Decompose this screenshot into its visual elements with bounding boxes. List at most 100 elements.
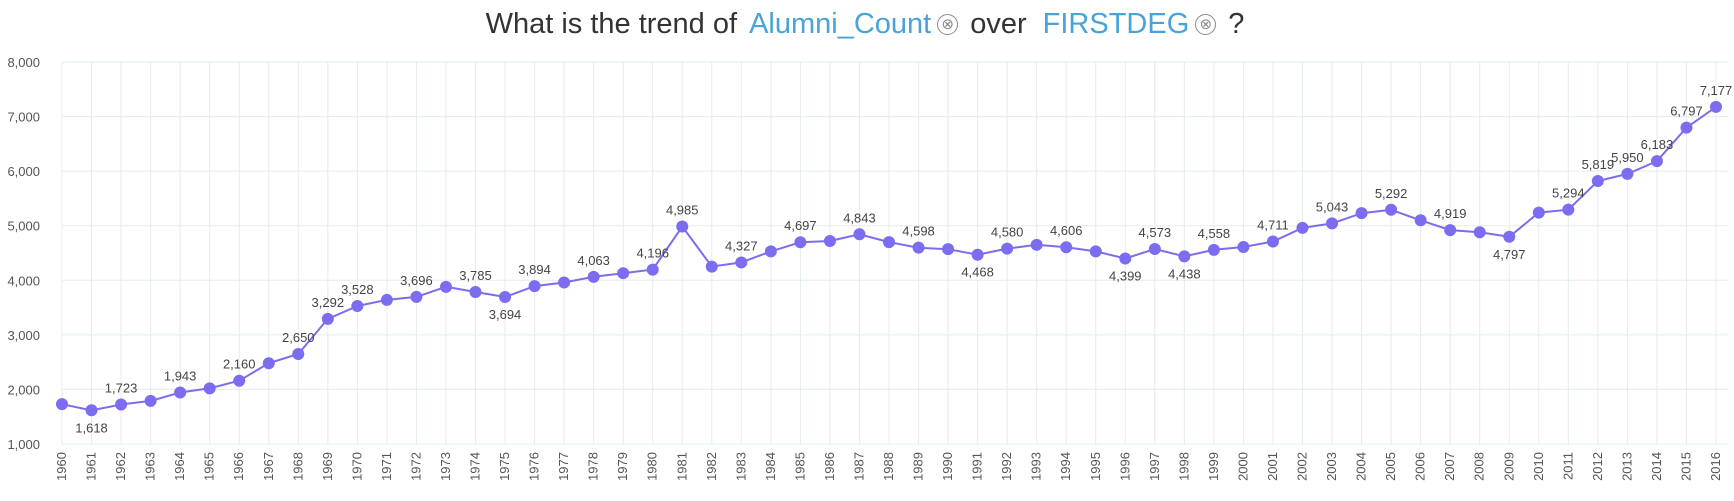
data-point [1148, 243, 1161, 256]
data-label: 4,985 [666, 203, 699, 218]
y-tick-label: 2,000 [7, 382, 40, 397]
x-tick-label: 1997 [1147, 452, 1162, 481]
x-tick-label: 1978 [586, 452, 601, 481]
data-label: 4,399 [1109, 269, 1142, 284]
x-tick-label: 1982 [704, 452, 719, 481]
data-point [1030, 238, 1043, 251]
x-tick-label: 1972 [408, 452, 423, 481]
data-label: 4,063 [577, 253, 610, 268]
data-point [676, 220, 689, 233]
x-tick-label: 1964 [172, 452, 187, 481]
x-tick-label: 1984 [763, 452, 778, 481]
x-tick-label: 1971 [379, 452, 394, 481]
data-point [587, 270, 600, 283]
data-point [1414, 214, 1427, 227]
x-tick-label: 2011 [1560, 452, 1575, 480]
x-tick-label: 2015 [1678, 452, 1693, 481]
x-tick-label: 2005 [1383, 452, 1398, 481]
data-label: 5,819 [1582, 157, 1615, 172]
data-point [1296, 221, 1309, 234]
x-tick-label: 1981 [674, 452, 689, 481]
x-tick-label: 1986 [822, 452, 837, 481]
y-tick-label: 6,000 [7, 164, 40, 179]
x-tick-label: 1990 [940, 452, 955, 481]
x-tick-label: 1974 [468, 452, 483, 481]
x-tick-label: 1996 [1117, 452, 1132, 481]
x-tick-label: 2002 [1295, 452, 1310, 481]
data-point [764, 245, 777, 258]
x-tick-label: 2009 [1501, 452, 1516, 481]
data-label: 4,697 [784, 218, 817, 233]
data-point [174, 386, 187, 399]
query-suffix: ? [1228, 7, 1245, 40]
x-tick-label: 1973 [438, 452, 453, 481]
data-point [351, 300, 364, 313]
x-tick-label: 1987 [851, 452, 866, 481]
data-point [823, 234, 836, 247]
x-tick-label: 1979 [615, 452, 630, 481]
data-label: 3,696 [400, 273, 433, 288]
data-point [1385, 203, 1398, 216]
data-label: 3,528 [341, 282, 374, 297]
data-label: 2,160 [223, 357, 256, 372]
x-tick-label: 1962 [113, 452, 128, 481]
y-tick-label: 7,000 [7, 110, 40, 125]
data-label: 4,558 [1198, 226, 1231, 241]
data-label: 2,650 [282, 330, 315, 345]
y-tick-label: 8,000 [7, 55, 40, 70]
data-point [853, 228, 866, 241]
data-label: 6,183 [1641, 137, 1674, 152]
x-tick-label: 2008 [1472, 452, 1487, 481]
data-point [558, 276, 571, 289]
query-connector: over [970, 7, 1027, 40]
dimension-token[interactable]: FIRSTDEG [1042, 7, 1190, 40]
x-tick-label: 1966 [231, 452, 246, 481]
remove-dimension-icon[interactable]: ⊗ [1195, 13, 1217, 35]
remove-measure-icon[interactable]: ⊗ [937, 13, 959, 35]
data-point [646, 263, 659, 276]
x-tick-label: 2001 [1265, 452, 1280, 481]
data-point [1178, 250, 1191, 263]
y-tick-label: 5,000 [7, 219, 40, 234]
data-point [735, 256, 748, 269]
data-point [1710, 100, 1722, 113]
data-point [1326, 217, 1339, 230]
data-point [1532, 206, 1545, 219]
data-label: 3,694 [489, 307, 522, 322]
data-label: 4,606 [1050, 223, 1083, 238]
x-tick-label: 2010 [1531, 452, 1546, 481]
x-tick-label: 1992 [999, 452, 1014, 481]
data-point [292, 347, 305, 360]
x-tick-label: 1988 [881, 452, 896, 481]
x-tick-label: 2007 [1442, 452, 1457, 481]
data-label: 1,723 [105, 381, 138, 396]
x-tick-label: 1976 [527, 452, 542, 481]
data-label: 3,785 [459, 268, 492, 283]
data-point [144, 394, 157, 407]
data-label: 5,950 [1611, 150, 1644, 165]
data-label: 4,797 [1493, 247, 1526, 262]
data-point [321, 312, 334, 325]
x-tick-label: 2013 [1619, 452, 1634, 481]
data-label: 5,294 [1552, 186, 1585, 201]
data-label: 4,711 [1257, 217, 1289, 232]
data-label: 4,843 [843, 210, 876, 225]
data-point [1266, 235, 1279, 248]
x-tick-label: 1960 [54, 452, 69, 481]
data-label: 4,573 [1139, 225, 1172, 240]
data-point [528, 280, 541, 293]
x-tick-label: 2004 [1354, 452, 1369, 481]
data-point [617, 267, 630, 280]
data-point [1591, 175, 1604, 188]
measure-token[interactable]: Alumni_Count [749, 7, 932, 40]
data-point [1237, 240, 1250, 253]
data-point [1355, 207, 1368, 220]
data-label: 5,292 [1375, 186, 1408, 201]
data-point [1562, 203, 1575, 216]
data-point [1650, 155, 1663, 168]
x-tick-label: 2006 [1413, 452, 1428, 481]
data-point [1444, 224, 1457, 237]
data-label: 1,618 [75, 420, 108, 435]
data-label: 3,292 [312, 295, 345, 310]
data-point [1680, 121, 1693, 134]
